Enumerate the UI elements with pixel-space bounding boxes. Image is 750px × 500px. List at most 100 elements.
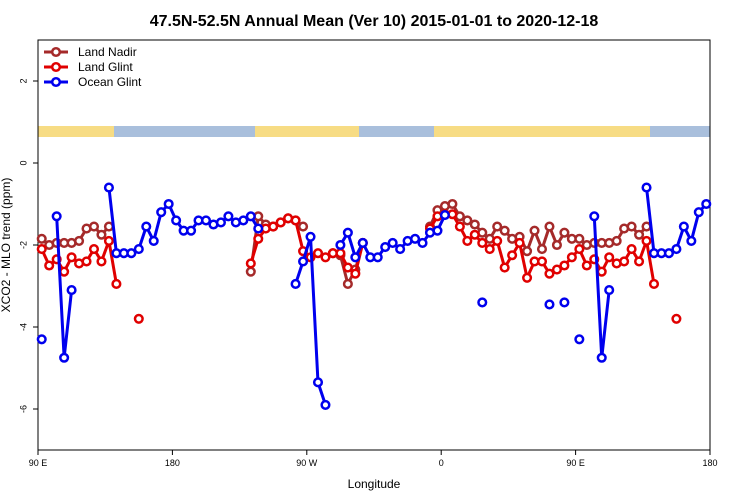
data-point xyxy=(469,229,480,240)
data-point xyxy=(380,242,391,253)
x-axis-label: Longitude xyxy=(348,477,401,491)
data-point xyxy=(619,256,630,267)
data-point xyxy=(574,244,585,255)
data-point xyxy=(492,235,503,246)
data-point xyxy=(36,334,47,345)
data-point xyxy=(74,235,85,246)
data-point xyxy=(484,244,495,255)
data-point xyxy=(417,237,428,248)
data-point xyxy=(544,221,555,232)
data-point xyxy=(477,237,488,248)
data-point xyxy=(126,248,137,259)
data-point xyxy=(357,237,368,248)
data-point xyxy=(447,198,458,210)
data-point xyxy=(133,244,144,255)
data-point xyxy=(320,252,331,263)
data-point xyxy=(238,215,249,226)
data-point xyxy=(141,221,152,232)
data-point xyxy=(522,246,533,257)
y-tick-label: -4 xyxy=(18,323,28,331)
data-point xyxy=(312,248,324,259)
data-point xyxy=(634,256,645,267)
data-point xyxy=(559,297,570,308)
y-tick-label: 2 xyxy=(18,78,28,83)
data-point xyxy=(499,225,510,236)
x-tick-label: 180 xyxy=(165,458,180,468)
data-point xyxy=(626,244,637,255)
y-axis-label: XCO2 - MLO trend (ppm) xyxy=(0,178,13,313)
data-point xyxy=(200,215,212,226)
data-point xyxy=(596,266,607,277)
data-point xyxy=(432,225,443,236)
data-point xyxy=(536,256,548,267)
data-point xyxy=(604,285,615,296)
x-tick-label: 180 xyxy=(702,458,717,468)
data-point xyxy=(298,221,309,232)
data-point xyxy=(96,229,107,240)
data-point xyxy=(499,262,510,273)
data-point xyxy=(372,252,383,263)
data-point xyxy=(342,278,353,290)
legend-marker xyxy=(50,61,62,73)
land-band xyxy=(38,126,114,137)
data-point xyxy=(156,207,167,218)
legend-marker xyxy=(50,76,62,88)
legend-label: Ocean Glint xyxy=(78,75,142,89)
data-point xyxy=(335,239,346,251)
data-point xyxy=(350,252,361,263)
data-point xyxy=(245,211,256,222)
data-point xyxy=(290,278,301,290)
data-point xyxy=(544,299,555,310)
ocean-band xyxy=(38,126,710,137)
data-point xyxy=(589,211,600,222)
data-point xyxy=(536,244,548,255)
data-point xyxy=(648,278,660,290)
data-point xyxy=(312,377,324,388)
data-point xyxy=(103,182,114,193)
data-point xyxy=(566,252,577,263)
data-point xyxy=(551,264,562,275)
data-point xyxy=(96,256,107,267)
data-point xyxy=(223,211,234,222)
data-point xyxy=(51,211,62,222)
data-point xyxy=(634,229,645,240)
legend-label: Land Nadir xyxy=(78,45,137,59)
data-point xyxy=(215,217,226,228)
data-point xyxy=(507,250,518,261)
data-point xyxy=(641,235,652,246)
series xyxy=(36,182,712,410)
data-point xyxy=(559,260,570,271)
data-point xyxy=(671,313,682,324)
data-point xyxy=(678,221,689,232)
data-point xyxy=(290,215,301,226)
data-point xyxy=(395,244,406,255)
data-point xyxy=(245,266,256,277)
data-point xyxy=(693,207,704,218)
data-point xyxy=(335,248,346,259)
data-point xyxy=(88,221,100,232)
data-point xyxy=(268,221,279,232)
data-point xyxy=(275,217,286,228)
data-point xyxy=(701,198,712,210)
x-tick-label: 0 xyxy=(439,458,444,468)
x-tick-label: 90 E xyxy=(566,458,585,468)
data-point xyxy=(59,352,70,363)
x-tick-label: 90 E xyxy=(29,458,48,468)
data-point xyxy=(671,244,682,255)
data-point xyxy=(574,334,585,345)
data-point xyxy=(559,227,570,238)
data-point xyxy=(245,258,256,269)
data-point xyxy=(663,248,674,259)
data-point xyxy=(171,215,182,226)
data-point xyxy=(44,260,55,271)
data-point xyxy=(342,227,353,238)
y-tick-label: -6 xyxy=(18,405,28,413)
data-point xyxy=(342,262,353,273)
data-point xyxy=(581,260,592,271)
data-point xyxy=(611,235,622,246)
data-point xyxy=(522,272,533,283)
land-band xyxy=(255,126,359,137)
x-tick-label: 90 W xyxy=(296,458,318,468)
